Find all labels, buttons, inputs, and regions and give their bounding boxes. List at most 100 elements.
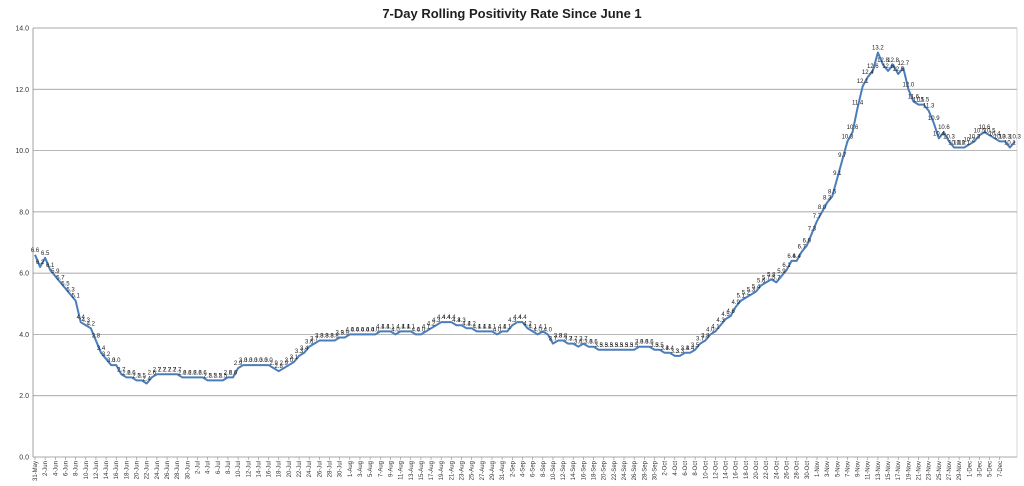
data-label: 5.8 [767,272,776,278]
x-tick-label: 6-Sep [531,460,537,477]
data-point [877,52,879,54]
data-labels: 6.66.26.56.15.95.75.55.35.14.44.34.23.83… [31,46,1022,383]
data-point [847,141,849,143]
data-label: 2.6 [229,370,238,376]
x-tick-label: 12-Sep [561,460,567,480]
data-label: 2.6 [183,370,192,376]
x-tick-label: 10-Oct [703,461,709,479]
data-label: 4.4 [442,315,451,321]
data-label: 10.1 [948,141,960,147]
data-label: 3.5 [620,343,629,349]
data-point [765,282,767,284]
x-tick-label: 23-Nov [927,461,933,480]
data-point [293,361,295,363]
data-point [146,383,148,385]
x-tick-label: 26-Oct [785,461,791,479]
data-label: 6.5 [41,251,50,257]
data-point [801,251,803,253]
data-label: 4.0 [534,327,543,333]
data-point [349,334,351,336]
data-label: 2.6 [188,370,197,376]
data-point [603,349,605,351]
x-tick-label: 1-Dec [967,461,973,477]
x-tick-label: 13-Aug [409,461,415,480]
x-tick-label: 12-Oct [713,461,719,479]
data-point [725,318,727,320]
data-point [750,294,752,296]
data-point [237,367,239,369]
data-label: 4.4 [513,315,522,321]
x-tick-label: 7-Dec [998,461,1004,477]
x-tick-label: 4-Oct [673,461,679,476]
x-tick-label: 28-Sep [642,460,648,480]
data-point [821,211,823,213]
data-point [242,364,244,366]
data-point [334,340,336,342]
data-label: 4.1 [386,324,395,330]
data-label: 5.1 [71,294,80,300]
data-point [476,331,478,333]
data-point [623,349,625,351]
data-point [90,328,92,330]
x-tick-label: 27-Aug [480,461,486,480]
data-label: 3.6 [574,340,583,346]
data-point [958,147,960,149]
data-point [654,349,656,351]
data-point [329,340,331,342]
x-tick-label: 20-Oct [754,461,760,479]
data-label: 4.1 [483,324,492,330]
data-label: 10.3 [999,134,1011,140]
data-point [786,269,788,271]
data-label: 3.7 [569,337,578,343]
data-point [344,337,346,339]
data-label: 4.3 [457,318,466,324]
x-tick-label: 15-Nov [886,461,892,480]
data-label: 3.4 [681,346,690,352]
data-label: 3.7 [696,337,705,343]
x-tick-label: 24-Jun [155,461,161,479]
data-point [222,380,224,382]
data-label: 5.3 [66,288,75,294]
data-label: 5.3 [747,288,756,294]
data-label: 4.4 [447,315,456,321]
data-point [862,85,864,87]
data-label: 3.0 [254,358,263,364]
data-label: 3.5 [600,343,609,349]
data-point [369,334,371,336]
x-tick-label: 9-Nov [856,461,862,477]
data-label: 10.2 [963,137,975,143]
data-label: 3.9 [341,330,350,336]
data-point [395,334,397,336]
data-point [217,380,219,382]
data-point [588,346,590,348]
data-label: 8.3 [823,196,832,202]
data-label: 3.5 [610,343,619,349]
data-label: 2.6 [193,370,202,376]
x-tick-label: 20-Jun [135,461,141,479]
data-label: 12.6 [882,64,894,70]
y-tick-label: 12.0 [15,87,29,94]
data-point [263,364,265,366]
data-point [466,328,468,330]
x-tick-label: 10-Jul [236,461,242,477]
x-tick-label: 22-Jun [145,461,151,479]
data-point [755,291,757,293]
x-tick-label: 18-Jul [277,461,283,477]
data-label: 11.4 [852,101,864,107]
data-label: 5.7 [762,275,771,281]
data-label: 6.1 [46,263,55,269]
data-label: 4.0 [356,327,365,333]
data-label: 2.7 [117,367,126,373]
data-label: 4.1 [407,324,416,330]
data-label: 2.5 [214,373,223,379]
data-point [415,334,417,336]
data-label: 4.0 [371,327,380,333]
data-point [730,315,732,317]
x-tick-label: 25-Aug [470,461,476,480]
data-label: 10.9 [928,116,940,122]
data-point [136,380,138,382]
x-tick-label: 14-Sep [571,460,577,480]
data-label: 3.3 [676,349,685,355]
data-point [171,373,173,375]
x-tick-label: 4-Sep [520,460,526,477]
